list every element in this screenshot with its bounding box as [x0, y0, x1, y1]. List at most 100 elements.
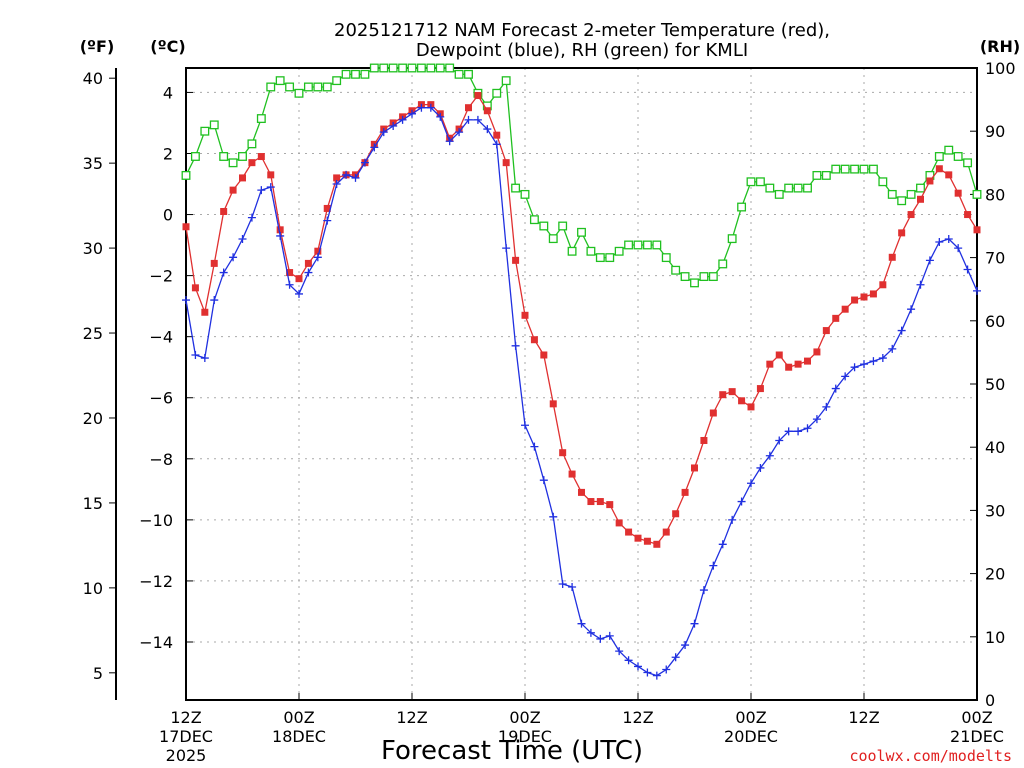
dewpoint-point [483, 125, 492, 134]
relative-humidity-point [737, 202, 747, 212]
2-meter-temperature-point [945, 171, 953, 179]
dewpoint-point [276, 231, 285, 240]
dewpoint-point [360, 158, 369, 167]
relative-humidity-point [755, 177, 765, 187]
2-meter-temperature-point [879, 281, 887, 289]
2-meter-temperature-point [512, 256, 520, 264]
rh-tick-label: 40 [985, 438, 1005, 457]
relative-humidity-point [492, 88, 502, 98]
2-meter-temperature-point [813, 348, 821, 356]
dewpoint-point [935, 238, 944, 247]
2-meter-temperature-point [549, 400, 557, 408]
dewpoint-point [323, 216, 332, 225]
fahrenheit-tick-label: 35 [83, 154, 103, 173]
dewpoint-point [869, 357, 878, 366]
relative-humidity-point [868, 164, 878, 174]
relative-humidity-point [190, 152, 200, 161]
fahrenheit-tick-label: 20 [83, 409, 103, 428]
relative-humidity-point [840, 164, 850, 174]
dewpoint-point [210, 296, 219, 305]
2-meter-temperature-point [935, 165, 943, 173]
relative-humidity-point [624, 240, 634, 250]
relative-humidity-point [501, 76, 511, 86]
celsius-tick-label: 2 [163, 144, 173, 163]
dewpoint-point [455, 128, 464, 137]
dewpoint-point [229, 253, 238, 262]
relative-humidity-point [435, 63, 445, 73]
gridlines [186, 68, 977, 700]
2-meter-temperature-point [606, 501, 614, 509]
celsius-unit-label: (ºC) [150, 37, 185, 56]
relative-humidity-point [727, 234, 737, 244]
2-meter-temperature-point [898, 229, 906, 237]
time-tick-label: 19DEC [498, 727, 552, 746]
relative-humidity-point [285, 82, 295, 92]
2-meter-temperature-point [286, 269, 294, 277]
relative-humidity-point [351, 69, 360, 79]
2-meter-temperature-point [728, 388, 736, 396]
relative-humidity-point [407, 63, 417, 73]
celsius-tick-label: −14 [139, 633, 173, 652]
rh-tick-label: 0 [985, 691, 995, 710]
dewpoint-point [191, 350, 200, 359]
dewpoint-point [568, 583, 577, 592]
relative-humidity-point [812, 170, 822, 180]
rh-tick-label: 30 [985, 501, 1005, 520]
dewpoint-point [502, 244, 511, 253]
relative-humidity-point [878, 177, 888, 187]
2-meter-temperature-point [954, 189, 962, 197]
dewpoint-point [304, 268, 313, 277]
dewpoint-point [850, 363, 859, 372]
2-meter-temperature-point [587, 498, 595, 506]
relative-humidity-point [426, 63, 436, 73]
dewpoint-point [812, 415, 821, 424]
dewpoint-point [530, 442, 539, 451]
dewpoint-point [558, 579, 567, 588]
2-meter-temperature-point [888, 253, 896, 261]
relative-humidity-point [850, 164, 860, 174]
2-meter-temperature-point [530, 336, 538, 344]
dewpoint-point [549, 512, 558, 521]
dewpoint-point [257, 186, 266, 195]
dewpoint-point [652, 671, 661, 680]
time-tick-label: 12Z [848, 708, 879, 727]
time-tick-label: 18DEC [272, 727, 326, 746]
relative-humidity-point [690, 278, 699, 288]
credit-text: coolwx.com/modelts [849, 747, 1012, 765]
2-meter-temperature-point [465, 104, 472, 112]
2-meter-temperature-point [747, 403, 755, 411]
2-meter-temperature-point [625, 528, 633, 536]
2-meter-temperature-point [681, 488, 689, 496]
dewpoint-point [586, 628, 595, 637]
2-meter-temperature-point [643, 537, 651, 545]
dewpoint-point [765, 451, 774, 460]
dewpoint-point [313, 253, 322, 262]
relative-humidity-point [529, 215, 539, 225]
celsius-tick-label: 4 [163, 83, 173, 102]
relative-humidity-point [256, 114, 266, 124]
dewpoint-point [897, 326, 906, 335]
time-tick-label: 21DEC [950, 727, 1004, 746]
dewpoint-point [954, 244, 963, 253]
celsius-tick-label: −12 [139, 572, 173, 591]
2-meter-temperature-point [822, 327, 830, 335]
dewpoint-point [464, 115, 473, 124]
relative-humidity-point [821, 170, 831, 180]
dewpoint-point [831, 384, 840, 393]
rh-tick-label: 70 [985, 249, 1005, 268]
celsius-tick-label: −2 [149, 267, 173, 286]
dewpoint-point [539, 476, 548, 485]
2-meter-temperature-point [182, 223, 190, 231]
dewpoint-point [634, 662, 642, 671]
2-meter-temperature-point [917, 195, 924, 203]
dewpoint-point [624, 656, 633, 665]
relative-humidity-point [953, 152, 963, 161]
relative-humidity-point [219, 152, 229, 161]
relative-humidity-point [680, 272, 690, 282]
relative-humidity-point [181, 170, 191, 180]
dewpoint-point [747, 479, 755, 488]
2-meter-temperature-point [191, 284, 199, 292]
chart-title-line2: Dewpoint (blue), RH (green) for KMLI [416, 40, 748, 61]
dewpoint-point [756, 463, 765, 472]
